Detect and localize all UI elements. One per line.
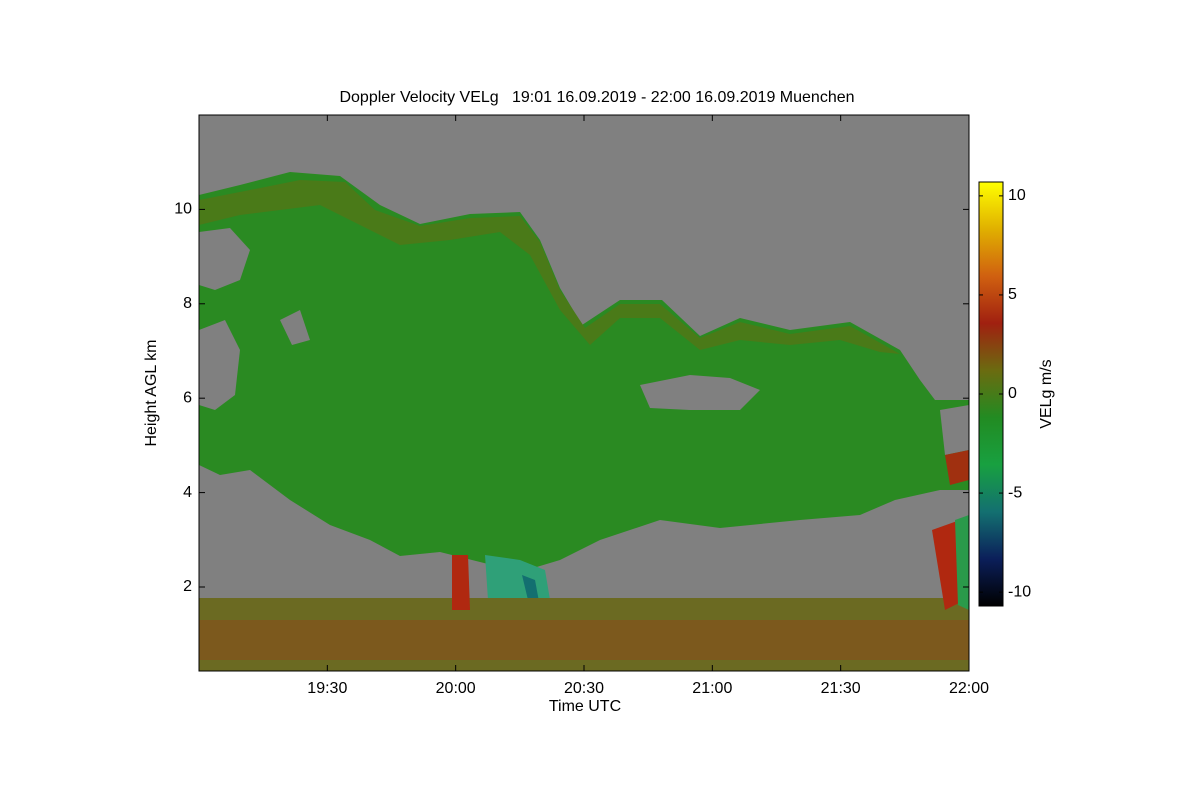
x-tick-label: 20:30 (564, 680, 604, 697)
colorbar-label: VELg m/s (1038, 359, 1055, 428)
x-tick-label: 20:00 (436, 680, 476, 697)
fallstreak-right (955, 515, 969, 610)
boundary-layer-red (199, 620, 969, 660)
x-tick-label: 21:00 (692, 680, 732, 697)
x-axis-label: Time UTC (549, 698, 621, 715)
y-tick-label: 10 (174, 201, 192, 218)
x-tick-label: 19:30 (307, 680, 347, 697)
cloud-layer (199, 172, 969, 572)
colorbar-tick-label: 0 (1008, 385, 1017, 402)
gap (199, 228, 250, 290)
chart-title: Doppler Velocity VELg 19:01 16.09.2019 -… (339, 89, 854, 106)
velocity-field (199, 115, 969, 671)
cloud-top (199, 180, 900, 354)
y-axis-label: Height AGL km (143, 339, 160, 446)
colorbar-tick-label: 5 (1008, 286, 1017, 303)
x-tick-label: 22:00 (949, 680, 989, 697)
red-streak (945, 450, 969, 485)
colorbar-tick-label: -5 (1008, 484, 1022, 501)
red-streak (452, 555, 470, 610)
colorbar-tick-label: -10 (1008, 583, 1031, 600)
gap (199, 320, 240, 410)
colorbar-tick-label: 10 (1008, 187, 1026, 204)
gap (640, 375, 760, 410)
y-tick-label: 4 (183, 484, 192, 501)
y-tick-label: 2 (183, 578, 192, 595)
y-tick-label: 6 (183, 389, 192, 406)
gap (940, 405, 969, 455)
x-tick-label: 21:30 (821, 680, 861, 697)
y-tick-label: 8 (183, 295, 192, 312)
gap (280, 310, 310, 345)
